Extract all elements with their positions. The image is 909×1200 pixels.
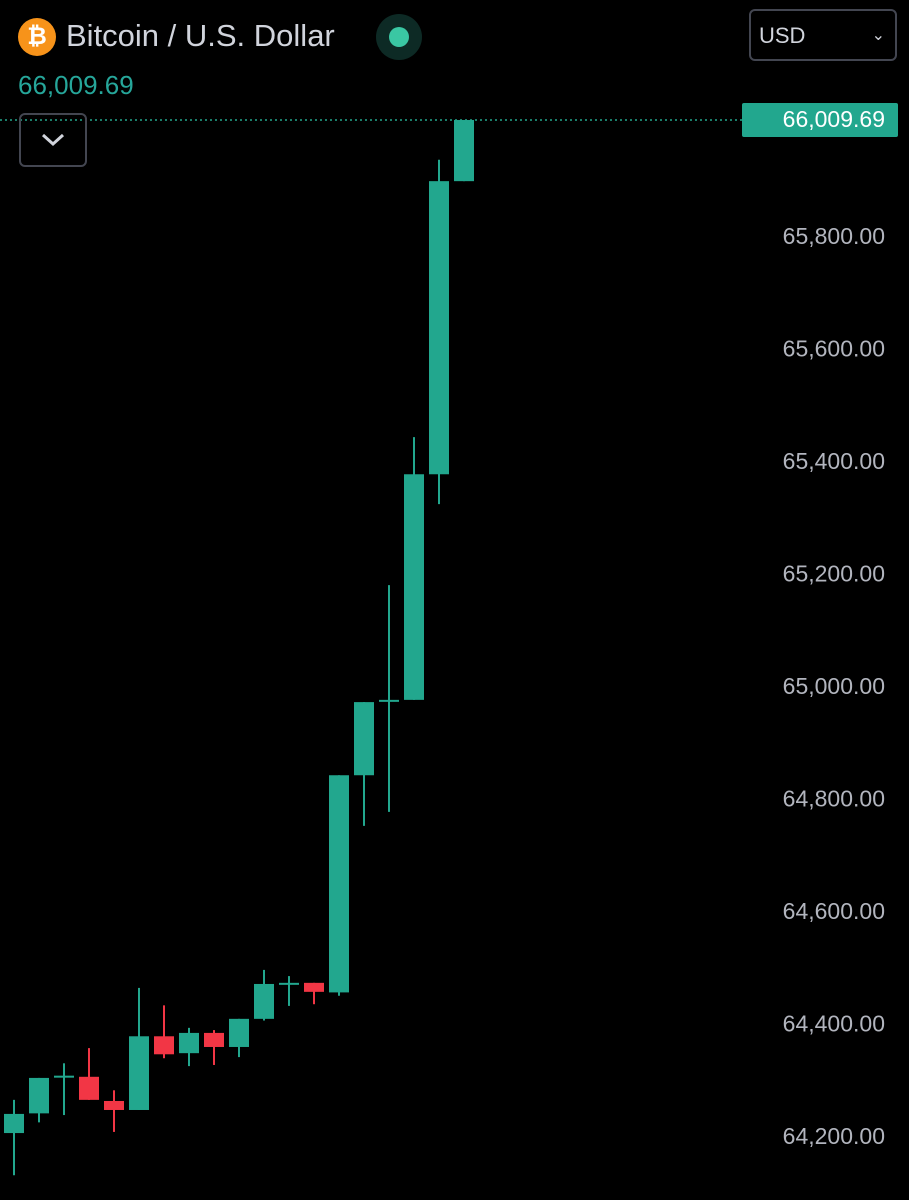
candle-body <box>304 982 324 992</box>
candle-body <box>204 1032 224 1047</box>
candle-body <box>429 181 449 475</box>
collapse-button[interactable] <box>19 113 87 167</box>
candle-body <box>229 1018 249 1047</box>
last-price-box <box>742 103 898 138</box>
y-tick-label: 64,600.00 <box>783 898 885 924</box>
chevron <box>41 133 65 147</box>
last-price-label: 66,009.69 <box>783 106 885 132</box>
candle-body <box>254 983 274 1019</box>
bitcoin-icon: ₿ <box>18 18 56 56</box>
status-indicator <box>376 14 422 60</box>
candle-body <box>154 1036 174 1055</box>
currency-label: USD <box>759 23 806 48</box>
candle-body <box>379 699 399 702</box>
symbol-title[interactable]: Bitcoin / U.S. Dollar <box>66 18 335 53</box>
y-tick-label: 65,200.00 <box>783 561 885 587</box>
candle-body <box>404 474 424 700</box>
candle-body <box>104 1100 124 1110</box>
y-tick-label: 64,200.00 <box>783 1123 885 1149</box>
header-price: 66,009.69 <box>18 70 134 100</box>
y-tick-label: 65,800.00 <box>783 223 885 249</box>
candle-body <box>54 1075 74 1078</box>
status-dot <box>389 27 409 47</box>
y-tick-label: 64,400.00 <box>783 1011 885 1037</box>
currency-select[interactable]: USD ⌄ <box>749 9 897 61</box>
candle-body <box>454 120 474 182</box>
y-tick-label: 65,000.00 <box>783 673 885 699</box>
y-tick-label: 65,600.00 <box>783 336 885 362</box>
y-tick-label: 64,800.00 <box>783 786 885 812</box>
candle-body <box>179 1032 199 1054</box>
candle-body <box>129 1036 149 1110</box>
candle-body <box>329 775 349 993</box>
candle-body <box>29 1077 49 1114</box>
candle-body <box>79 1076 99 1100</box>
y-tick-label: 65,400.00 <box>783 448 885 474</box>
candle-body <box>4 1113 24 1134</box>
candle-body <box>354 702 374 776</box>
candle-body <box>279 982 299 985</box>
dropdown-arrow: ⌄ <box>871 27 885 44</box>
